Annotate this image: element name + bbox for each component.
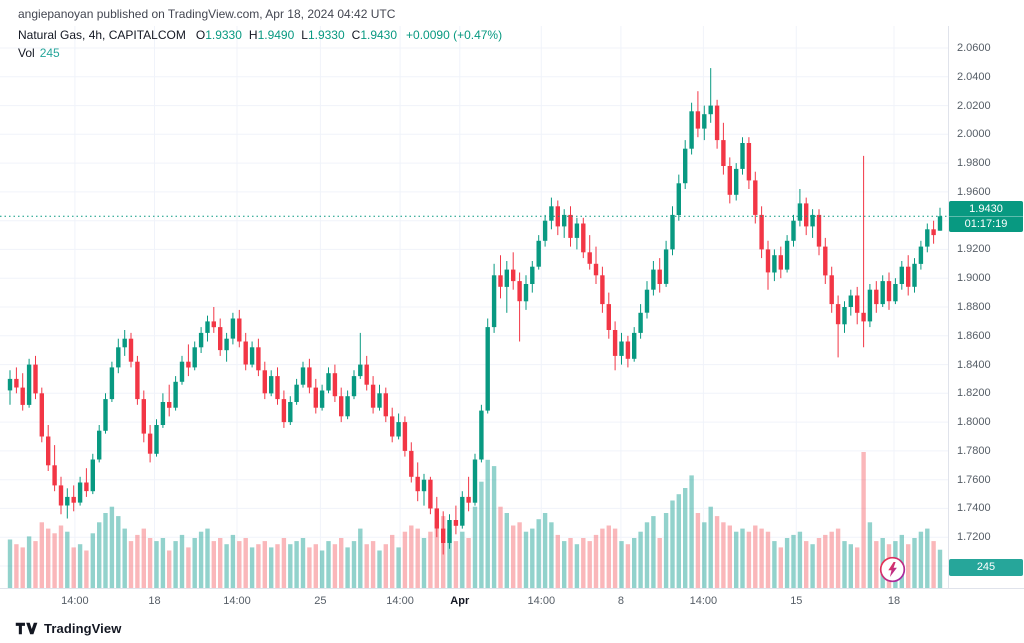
price-axis-label: 1.7800: [957, 444, 991, 457]
bar-countdown: 01:17:19: [949, 215, 1023, 231]
high-label: H: [248, 28, 258, 42]
time-axis-label: 18: [148, 595, 161, 607]
tradingview-logo-icon[interactable]: [15, 621, 38, 636]
price-axis-label: 1.7400: [957, 502, 991, 515]
time-axis-label: 14:00: [61, 595, 89, 607]
lightning-icon[interactable]: [879, 556, 906, 583]
ohlc-row: Natural Gas, 4h, CAPITALCOM O1.9330 H1.949…: [18, 28, 502, 43]
open-value: 1.9330: [205, 28, 242, 42]
low-value: 1.9330: [307, 28, 345, 42]
time-axis[interactable]: 14:00 18 14:00 25 14:00 Apr 14:00 8 14:00 15 18: [0, 588, 1024, 615]
attribution-text: angiepanoyan published on TradingView.co…: [18, 7, 396, 21]
price-axis-label: 1.9800: [957, 157, 991, 170]
volume-label: Vol: [18, 46, 35, 60]
attribution-link[interactable]: angiepanoyan published on TradingView.co…: [0, 0, 1024, 26]
volume-value: 245: [39, 46, 60, 60]
price-axis-label: 1.9000: [957, 272, 991, 285]
chart-legend: Natural Gas, 4h, CAPITALCOM O1.9330 H1.949…: [18, 28, 502, 64]
time-axis-label: 14:00: [527, 595, 556, 607]
last-price: 1.9430: [969, 202, 1003, 215]
time-axis-label: Apr: [450, 595, 470, 607]
tradingview-brand[interactable]: TradingView: [44, 621, 122, 636]
time-axis-label: 25: [314, 595, 327, 607]
time-axis-label: 14:00: [689, 595, 718, 607]
chart-container: Natural Gas, 4h, CAPITALCOM O1.9330 H1.949…: [0, 0, 1024, 615]
price-axis-label: 1.8600: [957, 329, 991, 342]
price-axis-label: 1.9200: [957, 243, 991, 256]
symbol-title[interactable]: Natural Gas, 4h, CAPITALCOM: [18, 28, 186, 42]
price-axis-label: 1.7600: [957, 473, 991, 486]
volume-badge: 245: [949, 559, 1023, 576]
low-label: L: [301, 28, 308, 42]
price-axis-label: 1.9600: [957, 185, 991, 198]
last-price-badge: 1.9430 01:17:19: [949, 200, 1023, 232]
change-value: +0.0090 (+0.47%): [406, 28, 503, 42]
time-axis-label: 15: [790, 595, 803, 607]
high-value: 1.9490: [257, 28, 295, 42]
time-axis-label: 8: [617, 595, 624, 607]
open-label: O: [195, 28, 206, 42]
price-axis[interactable]: 2.0600 2.0400 2.0200 2.0000 1.9800 1.9600 1.94…: [948, 0, 1024, 589]
price-axis-label: 2.0000: [957, 128, 991, 141]
close-value: 1.9430: [360, 28, 398, 42]
price-axis-label: 1.8200: [957, 387, 991, 400]
volume-row: Vol 245: [18, 46, 502, 61]
close-label: C: [351, 28, 361, 42]
candlestick-chart[interactable]: [0, 0, 948, 612]
price-axis-label: 2.0600: [957, 42, 991, 54]
price-axis-label: 1.7200: [957, 531, 991, 544]
time-axis-label: 14:00: [223, 595, 251, 607]
price-axis-label: 1.8400: [957, 358, 991, 371]
price-axis-label: 1.8000: [957, 416, 991, 429]
price-axis-label: 2.0400: [957, 70, 991, 83]
price-axis-label: 1.8800: [957, 301, 991, 313]
time-axis-label: 14:00: [386, 595, 414, 607]
price-axis-label: 2.0200: [957, 99, 991, 112]
footer-bar: TradingView: [0, 614, 1024, 643]
time-axis-label: 18: [887, 595, 901, 607]
